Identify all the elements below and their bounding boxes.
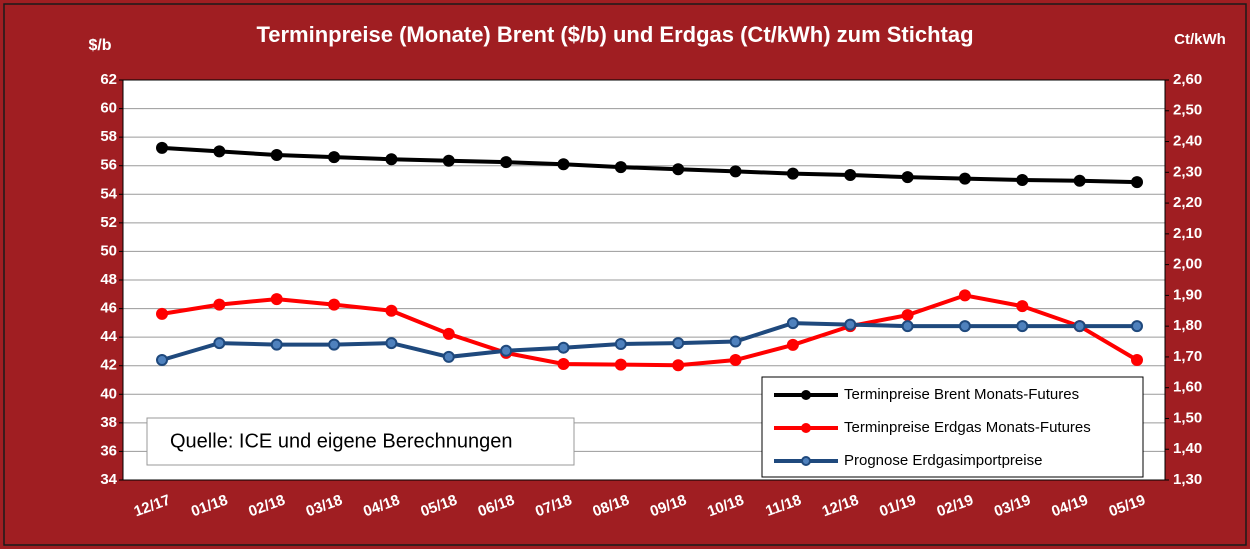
data-point — [328, 338, 341, 351]
data-point — [614, 338, 627, 350]
data-point — [1073, 320, 1086, 333]
data-point — [729, 354, 742, 366]
y2-tick-label: 2,10 — [1173, 225, 1202, 242]
data-point — [385, 304, 398, 317]
y-tick-label: 40 — [100, 385, 117, 402]
data-point — [1131, 320, 1143, 333]
y2-axis-label: Ct/kWh — [1174, 31, 1226, 48]
data-point — [328, 151, 341, 164]
y-tick-label: 56 — [100, 157, 117, 174]
data-point — [1131, 354, 1143, 366]
annotation-box — [146, 417, 575, 466]
y-tick-label: 44 — [100, 328, 117, 345]
y-tick-label: 36 — [100, 442, 117, 459]
legend-marker — [801, 456, 811, 466]
data-point — [270, 338, 283, 351]
legend-label: Terminpreise Brent Monats-Futures — [844, 386, 1079, 403]
data-point — [442, 154, 455, 167]
data-point — [1016, 174, 1029, 186]
data-point — [1073, 174, 1086, 187]
data-point — [557, 158, 570, 171]
data-point — [328, 298, 341, 311]
data-point — [729, 165, 742, 178]
y2-tick-label: 2,20 — [1173, 194, 1202, 211]
legend-marker — [801, 390, 811, 400]
data-point — [557, 341, 570, 354]
y-tick-label: 62 — [100, 71, 117, 88]
data-point — [270, 149, 283, 161]
y-tick-label: 50 — [100, 242, 117, 259]
data-point — [500, 344, 513, 357]
y2-tick-label: 2,40 — [1173, 133, 1202, 150]
series-line — [161, 321, 1137, 362]
data-point — [213, 298, 226, 311]
y2-tick-label: 1,30 — [1173, 471, 1202, 488]
data-point — [901, 171, 914, 184]
data-point — [500, 156, 513, 169]
data-point — [213, 337, 226, 350]
legend-marker — [801, 423, 811, 433]
data-point — [786, 317, 799, 330]
data-point — [958, 172, 971, 185]
data-point — [156, 307, 168, 320]
y2-tick-label: 2,60 — [1173, 71, 1202, 88]
data-point — [786, 167, 799, 180]
data-point — [156, 354, 168, 366]
data-point — [729, 335, 742, 348]
data-point — [156, 141, 168, 154]
y2-tick-label: 1,90 — [1173, 286, 1202, 303]
legend-label: Prognose Erdgasimportpreise — [844, 452, 1042, 469]
y2-tick-label: 1,40 — [1173, 440, 1202, 457]
data-point — [844, 318, 857, 331]
data-point — [614, 161, 627, 174]
y-tick-label: 48 — [100, 271, 117, 288]
data-point — [672, 359, 685, 372]
y2-tick-label: 1,70 — [1173, 348, 1202, 365]
data-point — [213, 145, 226, 158]
data-point — [958, 320, 971, 333]
y-tick-label: 60 — [100, 100, 117, 117]
y-tick-label: 54 — [100, 185, 117, 202]
data-point — [844, 169, 857, 181]
y-tick-label: 42 — [100, 357, 117, 374]
y-axis-label: $/b — [88, 37, 111, 54]
y-tick-label: 38 — [100, 414, 117, 431]
data-point — [672, 337, 685, 350]
y2-tick-label: 1,50 — [1173, 409, 1202, 426]
data-point — [786, 338, 799, 351]
data-point — [442, 327, 455, 340]
data-point — [1131, 176, 1143, 189]
data-point — [442, 350, 455, 363]
series-line — [161, 145, 1138, 185]
legend-label: Terminpreise Erdgas Monats-Futures — [844, 419, 1091, 436]
y2-tick-label: 1,60 — [1173, 379, 1202, 396]
y2-tick-label: 2,00 — [1173, 256, 1202, 273]
frame — [3, 3, 1247, 546]
y2-tick-label: 1,80 — [1173, 317, 1202, 334]
data-point — [1016, 300, 1029, 313]
data-point — [1016, 320, 1029, 333]
y-tick-label: 52 — [100, 214, 117, 231]
data-point — [901, 320, 914, 333]
data-point — [672, 163, 685, 176]
data-point — [901, 309, 914, 322]
annotation: Quelle: ICE und eigene Berechnungen — [170, 430, 512, 452]
y-tick-label: 58 — [100, 128, 117, 145]
data-point — [958, 289, 971, 302]
data-point — [614, 358, 627, 371]
y-tick-label: 34 — [100, 471, 117, 488]
plot-border — [122, 79, 1166, 481]
data-point — [270, 293, 283, 306]
data-point — [557, 358, 570, 370]
y-tick-label: 46 — [100, 300, 117, 317]
y2-tick-label: 2,50 — [1173, 102, 1202, 119]
series-line — [161, 293, 1139, 368]
data-point — [385, 337, 398, 350]
y2-tick-label: 2,30 — [1173, 163, 1202, 180]
data-point — [385, 153, 398, 166]
chart-title: Terminpreise (Monate) Brent ($/b) und Er… — [256, 22, 973, 47]
